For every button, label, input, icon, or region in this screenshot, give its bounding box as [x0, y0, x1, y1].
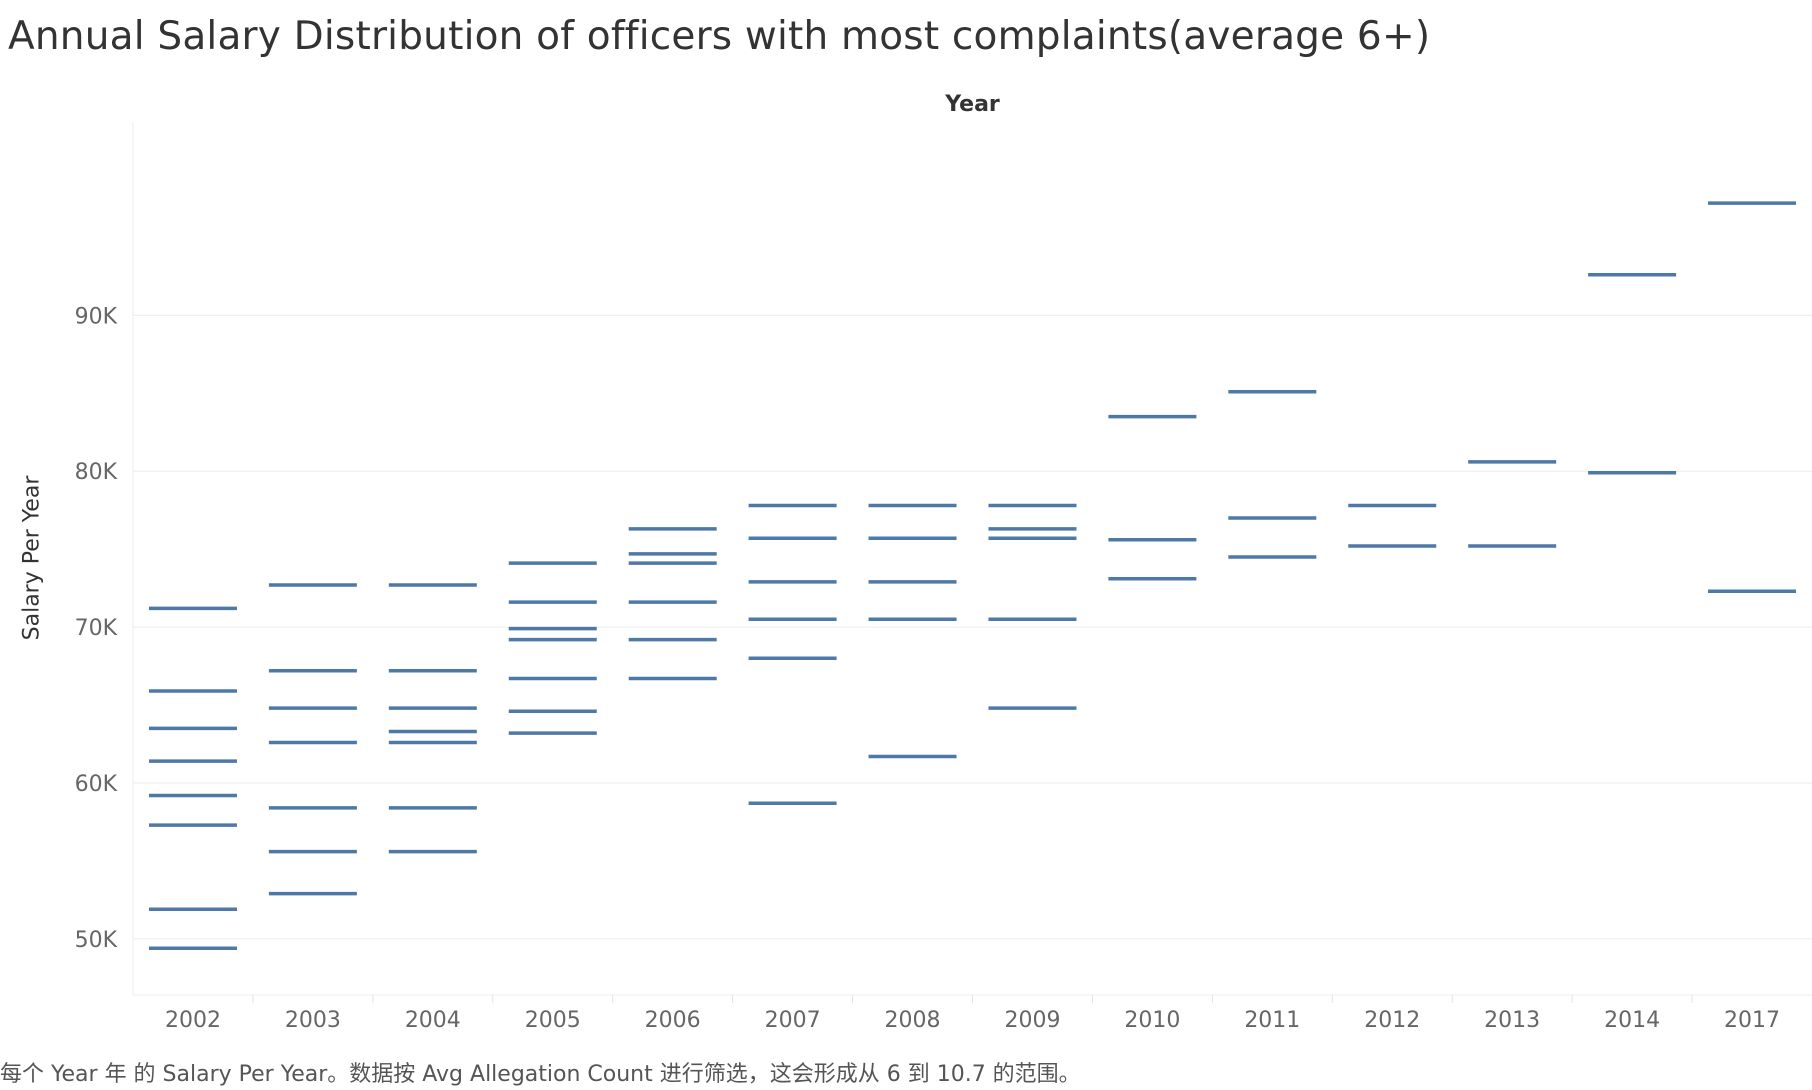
x-tick-label: 2004	[405, 1008, 461, 1033]
chart-caption: 每个 Year 年 的 Salary Per Year。数据按 Avg Alle…	[0, 1062, 1081, 1087]
grid-lines	[133, 314, 1812, 940]
x-tick-label: 2002	[165, 1008, 221, 1033]
x-tick-label: 2010	[1124, 1008, 1180, 1033]
x-tick-label: 2008	[885, 1008, 941, 1033]
chart-plot: 50K 60K 70K 80K 90K 2002 2003 2004 2005 2006 2007 2…	[75, 122, 1812, 1033]
chart-title: Annual Salary Distribution of officers w…	[8, 14, 1431, 59]
x-tick-label: 2003	[285, 1008, 341, 1033]
x-tick-label: 2009	[1004, 1008, 1060, 1033]
x-tick-label: 2006	[645, 1008, 701, 1033]
y-tick-label: 70K	[75, 616, 118, 641]
y-tick-label: 60K	[75, 772, 118, 797]
x-tick-label: 2005	[525, 1008, 581, 1033]
x-tick-label: 2017	[1724, 1008, 1780, 1033]
y-tick-label: 80K	[75, 460, 118, 485]
axes	[132, 122, 1812, 1003]
tick-labels: 50K 60K 70K 80K 90K 2002 2003 2004 2005 2006 2007 2…	[75, 304, 1780, 1033]
x-tick-label: 2013	[1484, 1008, 1540, 1033]
x-tick-label: 2007	[765, 1008, 821, 1033]
data-marks	[148, 201, 1797, 950]
x-tick-label: 2014	[1604, 1008, 1660, 1033]
x-tick-label: 2011	[1244, 1008, 1300, 1033]
column-header: Year	[945, 92, 1000, 117]
x-tick-label: 2012	[1364, 1008, 1420, 1033]
y-tick-label: 90K	[75, 304, 118, 329]
y-tick-label: 50K	[75, 928, 118, 953]
